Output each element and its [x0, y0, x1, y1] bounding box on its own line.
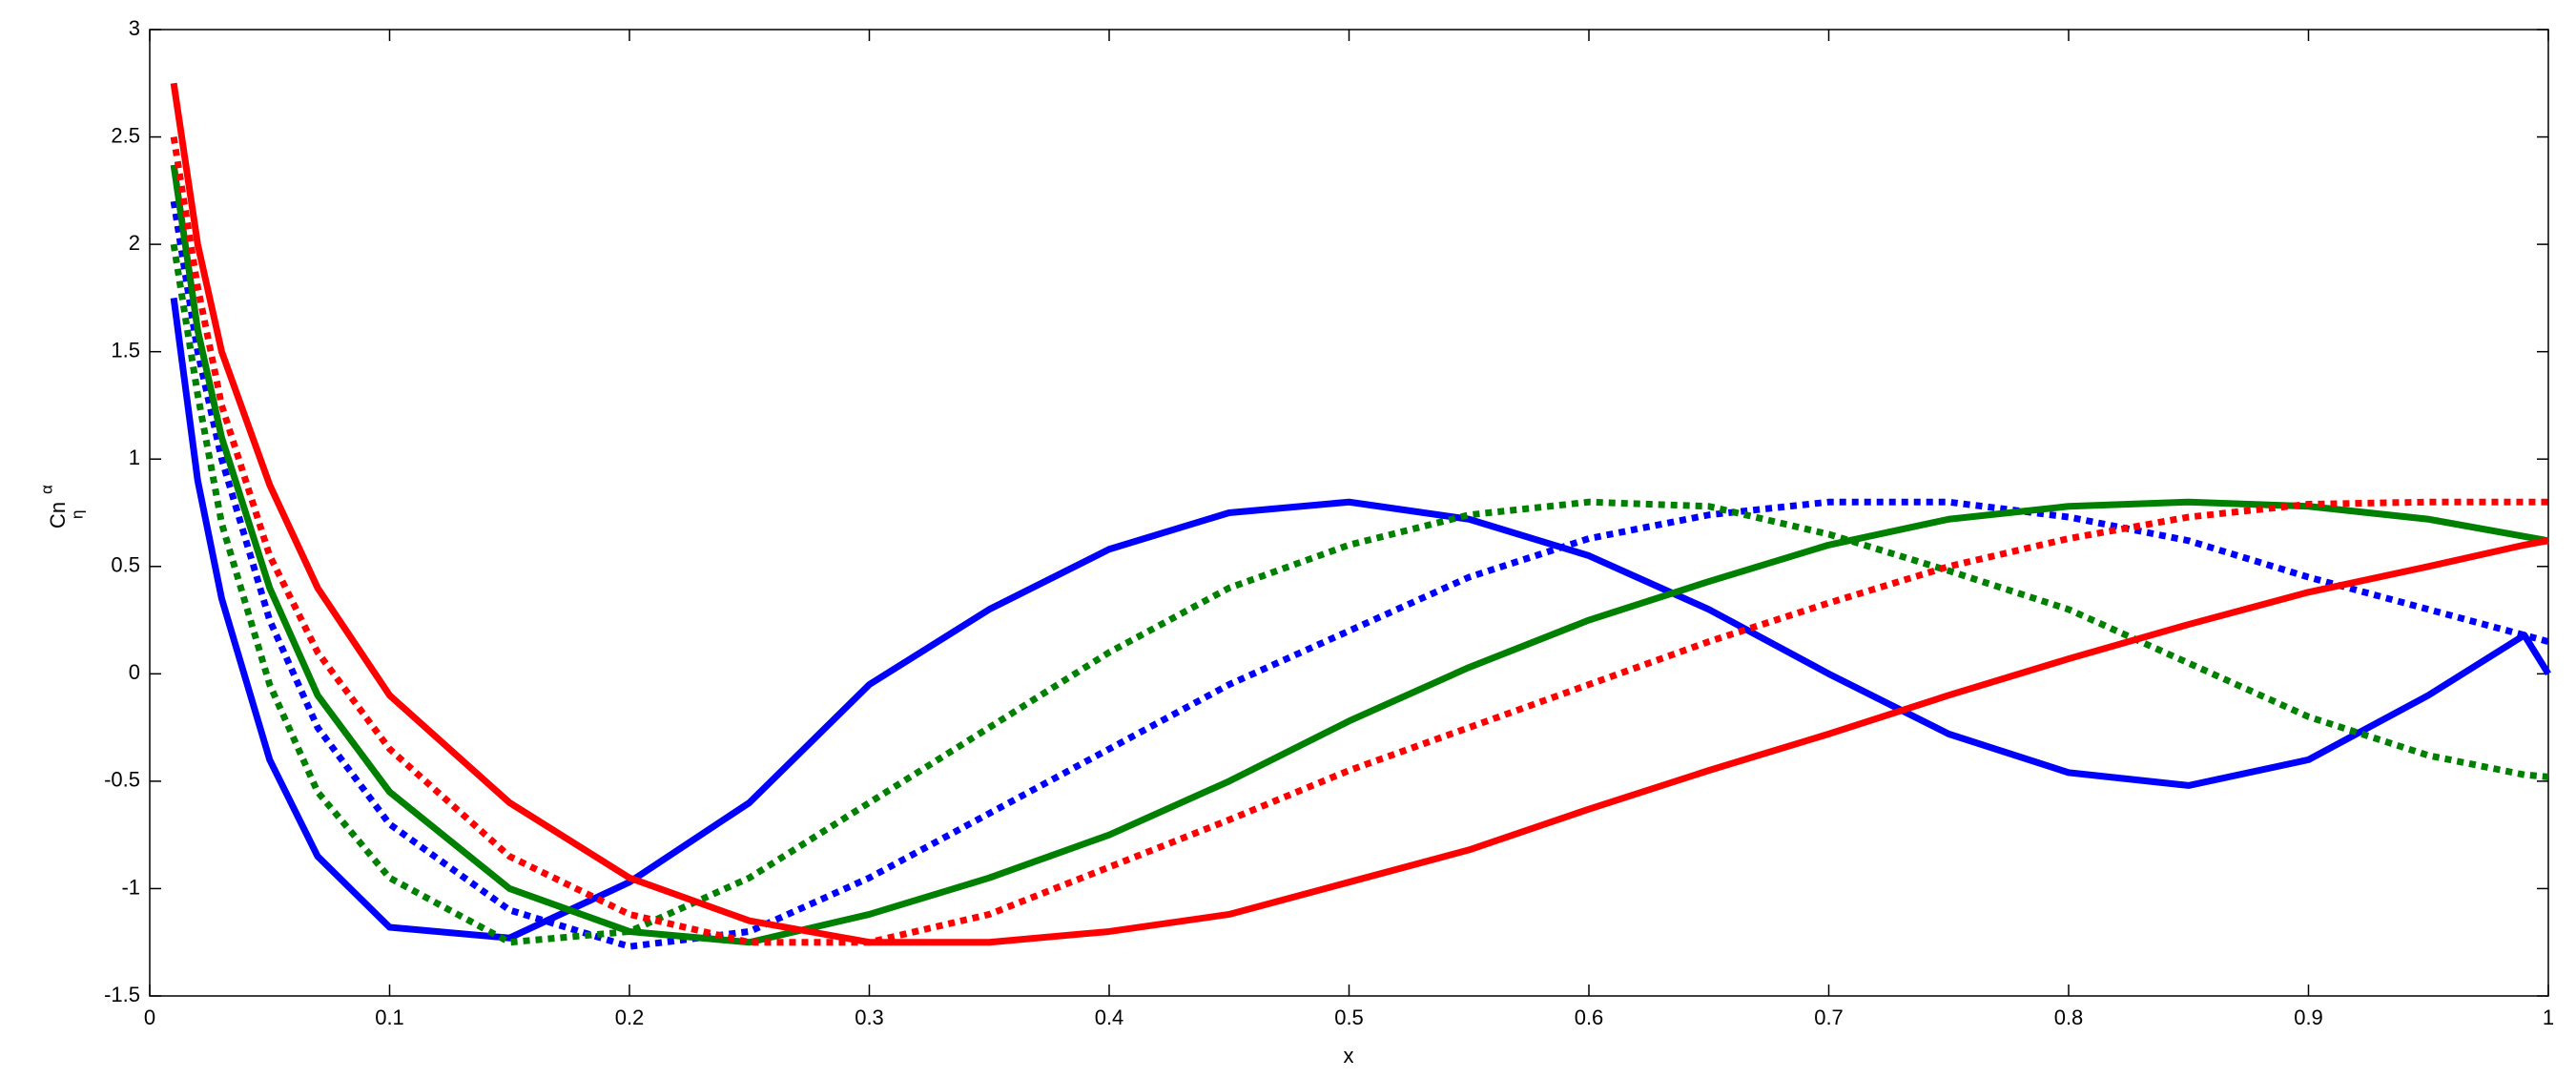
line-series: [170, 136, 2548, 946]
x-tick-label: 0.9: [2294, 1005, 2323, 1029]
y-axis-label-sup: α: [37, 485, 55, 494]
x-tick-label: 0.6: [1575, 1005, 1604, 1029]
line-series: [170, 164, 2549, 946]
y-tick-label: 3: [129, 16, 140, 40]
x-tick-label: 1: [2543, 1005, 2554, 1029]
y-tick-label: 0: [129, 660, 140, 684]
y-tick-label: 1: [129, 446, 140, 469]
y-tick-label: -1: [121, 875, 140, 899]
x-tick-label: 0: [144, 1005, 155, 1029]
x-axis-label: x: [1344, 1044, 1354, 1068]
y-tick-label: -1.5: [104, 983, 140, 1006]
y-tick-label: 2: [129, 231, 140, 255]
x-tick-label: 0.3: [855, 1005, 884, 1029]
x-tick-label: 0.5: [1334, 1005, 1364, 1029]
y-tick-label: 0.5: [111, 553, 140, 577]
x-tick-label: 0.2: [615, 1005, 645, 1029]
y-axis-label: Cn: [46, 502, 70, 529]
y-axis-label-group: Cn α η: [37, 485, 86, 529]
plot-frame: [149, 29, 2549, 997]
x-tick-label: 0.1: [375, 1005, 404, 1029]
x-tick-label: 0.8: [2054, 1005, 2084, 1029]
line-series: [170, 243, 2549, 946]
y-axis-label-sub: η: [68, 510, 86, 519]
y-tick-label: -0.5: [104, 768, 140, 792]
y-tick-label: 2.5: [111, 123, 140, 147]
line-series: [170, 297, 2551, 942]
x-tick-label: 0.7: [1814, 1005, 1844, 1029]
x-tick-label: 0.4: [1095, 1005, 1124, 1029]
line-series: [170, 200, 2549, 950]
y-tick-label: 1.5: [111, 338, 140, 362]
line-series: [170, 82, 2549, 946]
